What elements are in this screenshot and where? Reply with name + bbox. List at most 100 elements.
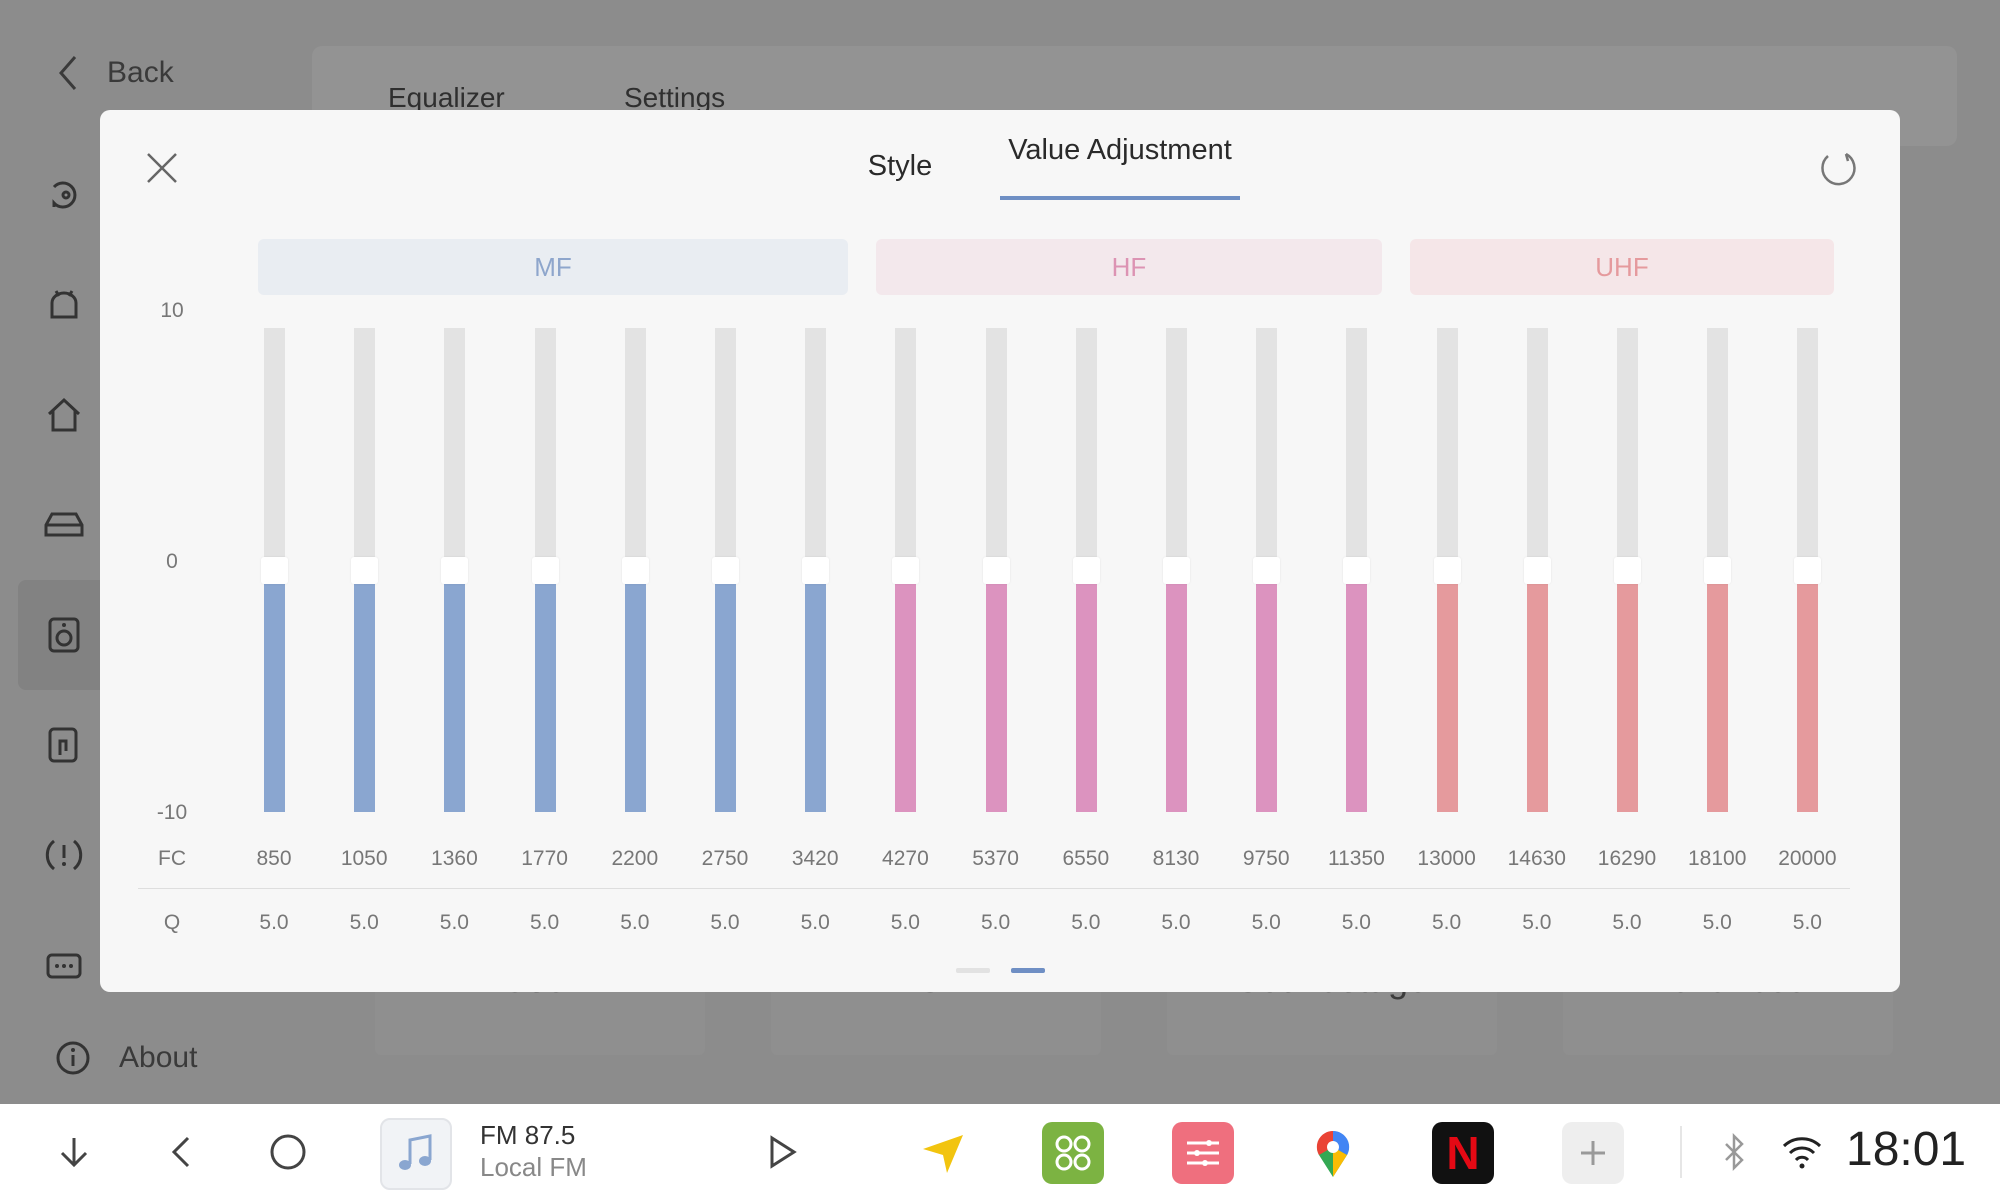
sidebar-item-vehicle[interactable] — [18, 470, 110, 580]
bluetooth-status[interactable] — [1710, 1128, 1758, 1176]
close-button[interactable] — [140, 146, 184, 190]
slider-knob[interactable] — [1523, 557, 1551, 584]
wifi-status[interactable] — [1778, 1128, 1826, 1176]
slider-knob[interactable] — [892, 557, 920, 584]
maps-icon — [1316, 1130, 1350, 1177]
q-value: 5.0 — [1251, 911, 1281, 934]
equalizer-app[interactable] — [1172, 1122, 1234, 1184]
q-value: 5.0 — [890, 911, 920, 934]
fc-value: 850 — [256, 847, 292, 870]
tab-style[interactable]: Style — [867, 150, 933, 182]
eq-slider-3420[interactable] — [802, 328, 830, 812]
eq-slider-2200[interactable] — [621, 328, 649, 812]
sidebar-item-messages[interactable] — [18, 910, 110, 1020]
q-value: 5.0 — [529, 911, 560, 934]
sidebar-item-alerts[interactable] — [18, 800, 110, 910]
q-value: 5.0 — [1431, 911, 1462, 934]
eq-slider-6550[interactable] — [1072, 328, 1100, 812]
bluetooth-icon — [1725, 1132, 1744, 1172]
play-button[interactable] — [758, 1128, 806, 1176]
netflix-app[interactable]: N — [1432, 1122, 1494, 1184]
slider-knob[interactable] — [1343, 557, 1371, 584]
y-axis-min: -10 — [156, 801, 188, 824]
apps-grid-app[interactable] — [1042, 1122, 1104, 1184]
slider-knob[interactable] — [1253, 557, 1281, 584]
back-button[interactable]: Back — [55, 50, 174, 96]
slider-fill — [1346, 584, 1368, 812]
slider-fill — [624, 584, 646, 812]
eq-slider-4270[interactable] — [892, 328, 920, 812]
q-value: 5.0 — [1071, 911, 1101, 934]
eq-slider-20000[interactable] — [1794, 328, 1822, 812]
equalizer-adjust-dialog: Style Value Adjustment MF HF UHF 10 0 -1… — [100, 110, 1900, 992]
slider-fill — [1256, 584, 1278, 812]
sidebar-item-touch[interactable] — [18, 690, 110, 800]
navigation-app[interactable] — [912, 1122, 974, 1184]
sidebar-item-audio[interactable] — [18, 580, 110, 690]
eq-slider-16290[interactable] — [1614, 328, 1641, 812]
collapse-button[interactable] — [50, 1128, 98, 1176]
slider-fill — [1075, 584, 1097, 812]
eq-slider-1360[interactable] — [441, 328, 469, 812]
eq-slider-8130[interactable] — [1163, 328, 1190, 812]
slider-knob[interactable] — [351, 557, 379, 584]
slider-knob[interactable] — [802, 557, 830, 584]
active-tab-indicator — [1000, 196, 1240, 200]
slider-knob[interactable] — [982, 557, 1010, 584]
q-value: 5.0 — [259, 911, 289, 934]
eq-slider-850[interactable] — [261, 328, 288, 812]
eq-slider-11350[interactable] — [1343, 328, 1371, 812]
fc-value: 14630 — [1507, 847, 1566, 870]
tab-settings[interactable]: Settings — [624, 82, 726, 113]
about-item[interactable]: About — [55, 1040, 197, 1076]
eq-slider-5370[interactable] — [982, 328, 1010, 812]
slider-knob[interactable] — [1614, 557, 1641, 584]
eq-slider-14630[interactable] — [1523, 328, 1551, 812]
slider-knob[interactable] — [1163, 557, 1190, 584]
slider-knob[interactable] — [261, 557, 288, 584]
maps-app[interactable] — [1302, 1122, 1364, 1184]
page-dot-2[interactable] — [1011, 968, 1045, 973]
eq-slider-1770[interactable] — [531, 328, 559, 812]
q-row-label: Q — [163, 911, 181, 934]
eq-slider-2750[interactable] — [712, 328, 739, 812]
eq-slider-9750[interactable] — [1253, 328, 1281, 812]
slider-knob[interactable] — [441, 557, 469, 584]
arrow-down-icon — [60, 1138, 88, 1168]
eq-slider-13000[interactable] — [1433, 328, 1461, 812]
y-axis-zero: 0 — [166, 550, 178, 573]
slider-fill — [985, 584, 1007, 812]
slider-fill — [444, 584, 466, 812]
q-value: 5.0 — [1161, 911, 1191, 934]
reset-button[interactable] — [1816, 146, 1860, 190]
fc-value: 1360 — [431, 847, 478, 870]
eq-slider-18100[interactable] — [1704, 328, 1732, 812]
play-icon — [770, 1135, 797, 1169]
eq-slider-1050[interactable] — [351, 328, 379, 812]
music-note-icon — [399, 1134, 432, 1170]
slider-knob[interactable] — [1433, 557, 1461, 584]
tab-value-adjustment[interactable]: Value Adjustment — [1008, 134, 1232, 166]
nav-back-button[interactable] — [158, 1128, 206, 1176]
fc-value: 13000 — [1417, 847, 1476, 870]
tab-equalizer[interactable]: Equalizer — [388, 82, 505, 113]
q-value: 5.0 — [710, 911, 740, 934]
touch-icon — [48, 727, 78, 763]
slider-knob[interactable] — [1794, 557, 1822, 584]
slider-knob[interactable] — [531, 557, 559, 584]
sidebar-item-android[interactable] — [18, 250, 110, 360]
settings-sidebar: Back — [0, 0, 270, 1104]
slider-knob[interactable] — [621, 557, 649, 584]
add-app-button[interactable] — [1562, 1122, 1624, 1184]
nav-home-button[interactable] — [264, 1128, 312, 1176]
slider-knob[interactable] — [1072, 557, 1100, 584]
slider-knob[interactable] — [712, 557, 739, 584]
fc-value: 5370 — [972, 847, 1019, 870]
slider-knob[interactable] — [1704, 557, 1732, 584]
slider-fill — [264, 584, 285, 812]
media-artwork[interactable] — [380, 1118, 452, 1190]
speaker-icon — [48, 617, 80, 653]
sidebar-item-sound[interactable] — [18, 140, 110, 250]
page-dot-1[interactable] — [956, 968, 990, 973]
sidebar-item-home[interactable] — [18, 360, 110, 470]
